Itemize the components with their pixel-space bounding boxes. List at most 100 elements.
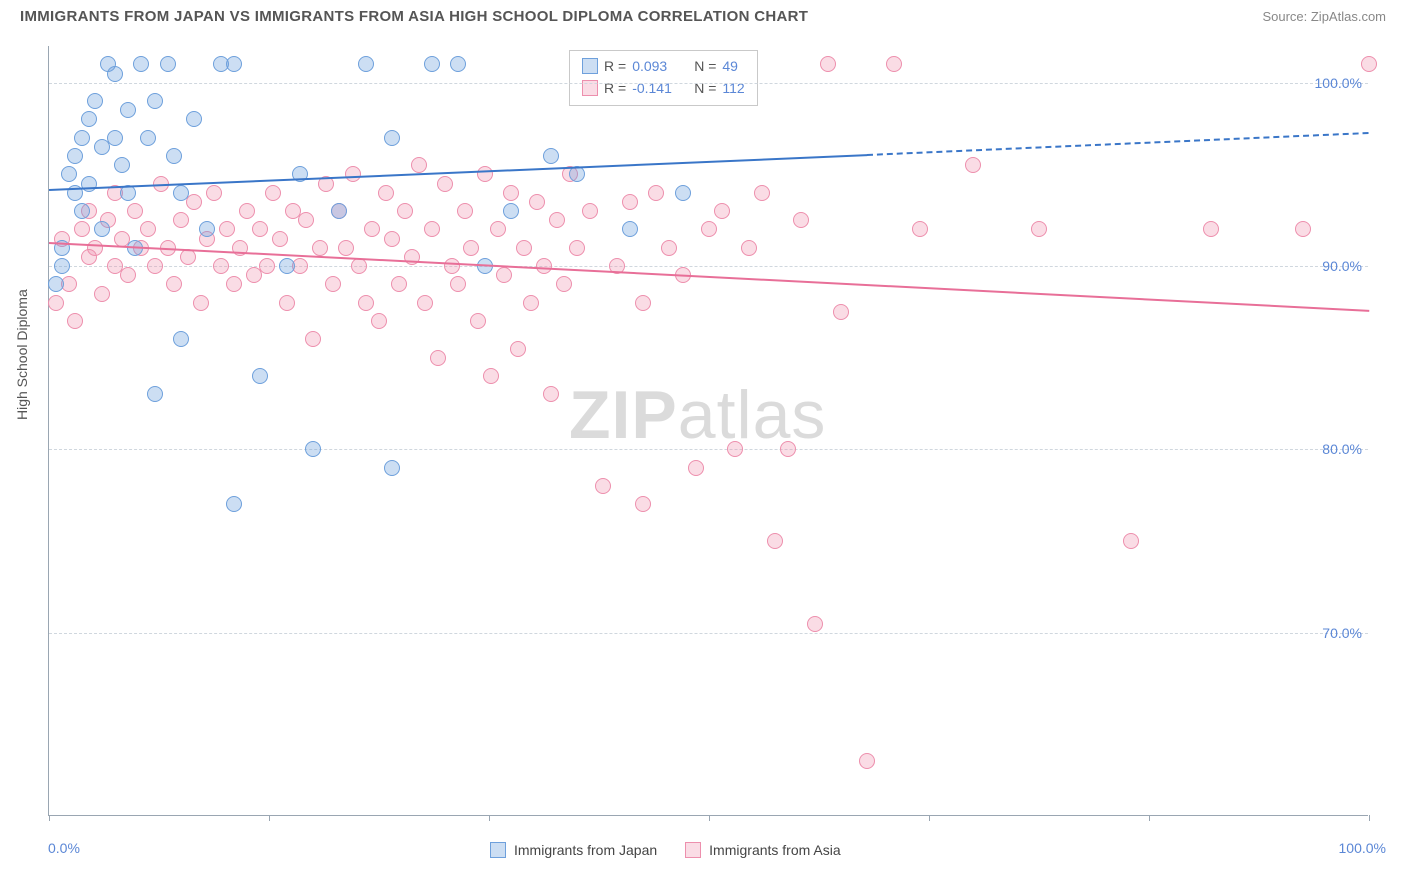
point-japan xyxy=(114,157,130,173)
point-japan xyxy=(107,66,123,82)
point-asia xyxy=(94,286,110,302)
point-asia xyxy=(859,753,875,769)
point-asia xyxy=(279,295,295,311)
legend-row-japan: R = 0.093 N = 49 xyxy=(582,55,745,77)
correlation-legend: R = 0.093 N = 49 R = -0.141 N = 112 xyxy=(569,50,758,106)
r-label: R = xyxy=(604,55,626,77)
legend-item-asia: Immigrants from Asia xyxy=(685,842,840,858)
point-japan xyxy=(74,130,90,146)
n-value: 112 xyxy=(722,77,744,99)
point-japan xyxy=(173,185,189,201)
point-japan xyxy=(61,166,77,182)
point-asia xyxy=(714,203,730,219)
point-asia xyxy=(305,331,321,347)
point-asia xyxy=(582,203,598,219)
point-asia xyxy=(371,313,387,329)
point-asia xyxy=(965,157,981,173)
point-japan xyxy=(384,460,400,476)
point-asia xyxy=(140,221,156,237)
point-asia xyxy=(1203,221,1219,237)
point-asia xyxy=(701,221,717,237)
point-asia xyxy=(239,203,255,219)
point-asia xyxy=(173,212,189,228)
x-min-label: 0.0% xyxy=(48,840,80,856)
point-asia xyxy=(378,185,394,201)
gridline-h xyxy=(49,449,1368,450)
point-asia xyxy=(549,212,565,228)
point-japan xyxy=(226,496,242,512)
x-tick xyxy=(489,815,490,821)
series-legend: Immigrants from Japan Immigrants from As… xyxy=(490,842,841,858)
y-axis-label: High School Diploma xyxy=(14,289,30,420)
x-max-label: 100.0% xyxy=(1339,840,1386,856)
point-asia xyxy=(312,240,328,256)
y-tick-label: 100.0% xyxy=(1315,75,1362,91)
point-asia xyxy=(127,203,143,219)
point-asia xyxy=(325,276,341,292)
x-tick xyxy=(269,815,270,821)
legend-row-asia: R = -0.141 N = 112 xyxy=(582,77,745,99)
point-asia xyxy=(912,221,928,237)
point-japan xyxy=(199,221,215,237)
n-label: N = xyxy=(694,77,716,99)
y-tick-label: 90.0% xyxy=(1322,258,1362,274)
point-asia xyxy=(510,341,526,357)
point-asia xyxy=(820,56,836,72)
point-asia xyxy=(1123,533,1139,549)
x-tick xyxy=(49,815,50,821)
point-japan xyxy=(140,130,156,146)
point-asia xyxy=(595,478,611,494)
n-value: 49 xyxy=(722,55,738,77)
point-asia xyxy=(483,368,499,384)
point-asia xyxy=(543,386,559,402)
point-japan xyxy=(384,130,400,146)
gridline-h xyxy=(49,83,1368,84)
point-japan xyxy=(450,56,466,72)
legend-swatch-pink xyxy=(685,842,701,858)
point-asia xyxy=(1031,221,1047,237)
point-japan xyxy=(54,258,70,274)
point-asia xyxy=(345,166,361,182)
point-japan xyxy=(424,56,440,72)
point-asia xyxy=(470,313,486,329)
y-tick-label: 80.0% xyxy=(1322,441,1362,457)
point-asia xyxy=(477,166,493,182)
point-asia xyxy=(444,258,460,274)
point-asia xyxy=(457,203,473,219)
n-label: N = xyxy=(694,55,716,77)
point-japan xyxy=(173,331,189,347)
point-asia xyxy=(206,185,222,201)
point-asia xyxy=(265,185,281,201)
point-japan xyxy=(543,148,559,164)
point-asia xyxy=(490,221,506,237)
point-asia xyxy=(67,313,83,329)
point-asia xyxy=(259,258,275,274)
legend-label-asia: Immigrants from Asia xyxy=(709,842,840,858)
point-asia xyxy=(391,276,407,292)
point-japan xyxy=(166,148,182,164)
point-asia xyxy=(166,276,182,292)
point-asia xyxy=(767,533,783,549)
gridline-h xyxy=(49,633,1368,634)
point-asia xyxy=(364,221,380,237)
point-asia xyxy=(556,276,572,292)
point-asia xyxy=(780,441,796,457)
point-asia xyxy=(87,240,103,256)
source-label: Source: ZipAtlas.com xyxy=(1262,9,1386,24)
point-asia xyxy=(833,304,849,320)
point-japan xyxy=(94,221,110,237)
point-asia xyxy=(186,194,202,210)
point-asia xyxy=(622,194,638,210)
point-asia xyxy=(727,441,743,457)
plot-area: ZIPatlas R = 0.093 N = 49 R = -0.141 N =… xyxy=(48,46,1368,816)
point-asia xyxy=(523,295,539,311)
legend-item-japan: Immigrants from Japan xyxy=(490,842,657,858)
point-asia xyxy=(384,231,400,247)
x-tick xyxy=(1149,815,1150,821)
point-asia xyxy=(754,185,770,201)
point-asia xyxy=(120,267,136,283)
point-japan xyxy=(147,386,163,402)
x-tick xyxy=(709,815,710,821)
point-japan xyxy=(675,185,691,201)
point-asia xyxy=(74,221,90,237)
